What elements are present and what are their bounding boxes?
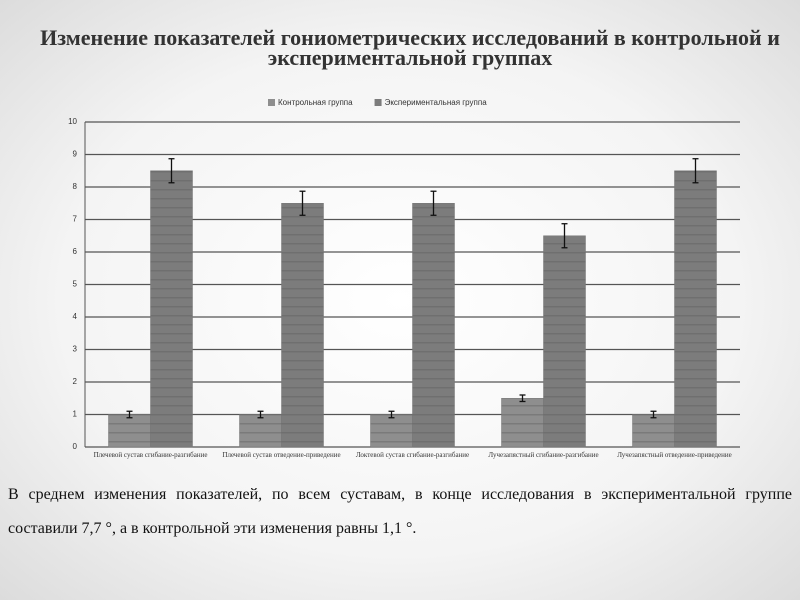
legend-label: Экспериментальная группа xyxy=(385,98,488,107)
bar-texture xyxy=(674,170,717,447)
y-tick-label: 8 xyxy=(73,182,78,191)
x-tick-label: Лучезапястный сгибание-разгибание xyxy=(488,451,599,459)
error-bar xyxy=(126,410,133,419)
x-tick-label: Лучезапястный отведение-приведение xyxy=(617,451,732,459)
y-tick-label: 3 xyxy=(73,345,78,354)
error-bar xyxy=(519,394,526,403)
x-tick-label-box: Плечевой сустав сгибание-разгибание xyxy=(93,451,208,459)
x-tick-label-box: Плечевой сустав отведение-приведение xyxy=(222,451,341,459)
legend-swatch xyxy=(268,99,275,106)
error-bar xyxy=(650,410,657,419)
error-bar xyxy=(299,190,306,216)
y-tick-label: 4 xyxy=(73,312,78,321)
x-tick-label-box: Лучезапястный сгибание-разгибание xyxy=(488,451,599,459)
x-tick-label-box: Локтевой сустав сгибание-разгибание xyxy=(355,451,470,459)
error-bar xyxy=(168,158,175,184)
bar-texture xyxy=(370,414,413,447)
legend-label: Контрольная группа xyxy=(278,98,353,107)
slide-title: Изменение показателей гониометрических и… xyxy=(40,25,780,70)
y-tick-label: 0 xyxy=(73,442,78,451)
bar-texture xyxy=(412,203,455,447)
error-bar xyxy=(388,410,395,419)
caption: В среднем изменения показателей, по всем… xyxy=(8,486,792,537)
y-tick-label: 7 xyxy=(73,215,78,224)
x-tick-label: Локтевой сустав сгибание-разгибание xyxy=(355,451,470,459)
bar-texture xyxy=(150,170,193,447)
error-bar xyxy=(561,223,568,249)
y-tick-label: 5 xyxy=(73,280,78,289)
bar-texture xyxy=(281,203,324,447)
bar-texture xyxy=(108,414,151,447)
chart: 0 1 2 3 4 5 6 7 8 9 10 Контрольная группа Эксперимен… xyxy=(68,98,740,459)
error-bar xyxy=(257,410,264,419)
y-tick-label: 9 xyxy=(73,150,78,159)
error-bar xyxy=(430,190,437,216)
bar-texture xyxy=(501,398,544,447)
bar-texture xyxy=(632,414,675,447)
error-bar xyxy=(692,158,699,184)
legend-swatch xyxy=(374,99,382,106)
x-tick-label: Плечевой сустав сгибание-разгибание xyxy=(93,451,208,459)
y-tick-label: 10 xyxy=(68,117,77,126)
bar-texture xyxy=(239,414,282,447)
bar-texture xyxy=(543,235,586,447)
y-tick-label: 6 xyxy=(73,247,78,256)
y-tick-label: 2 xyxy=(73,377,78,386)
x-tick-label: Плечевой сустав отведение-приведение xyxy=(222,451,341,459)
x-tick-label-box: Лучезапястный отведение-приведение xyxy=(617,451,732,459)
y-tick-label: 1 xyxy=(73,410,78,419)
